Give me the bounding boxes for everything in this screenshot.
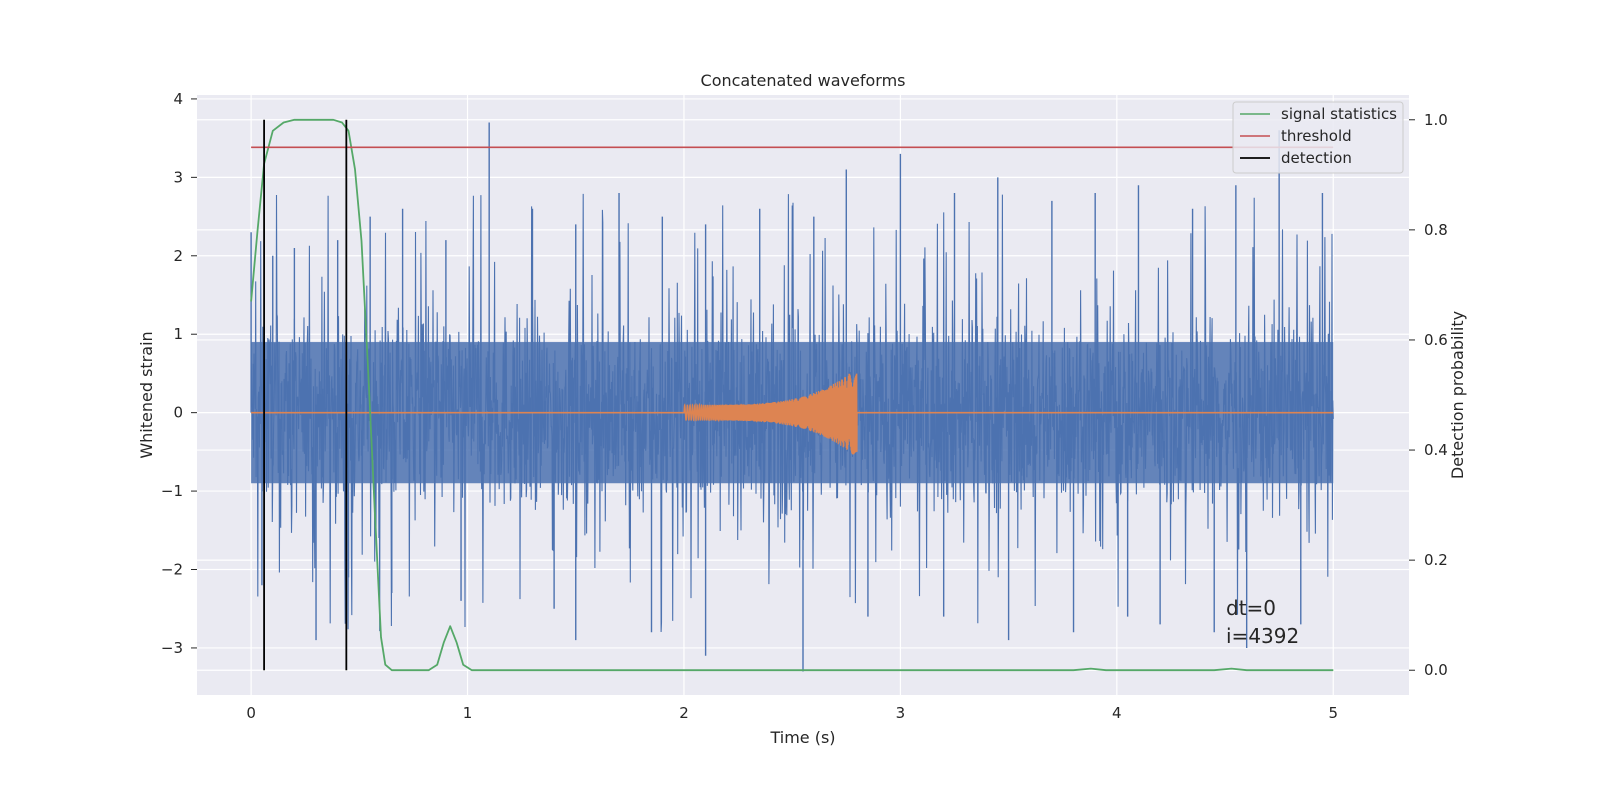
chart-title: Concatenated waveforms (701, 71, 906, 90)
detection-series (263, 119, 348, 671)
annotation-index: i=4392 (1226, 624, 1299, 648)
y-tick-label: −1 (161, 482, 183, 500)
legend-label-threshold: threshold (1281, 127, 1352, 145)
y-axis-label: Whitened strain (137, 331, 156, 458)
annotation-dt: dt=0 (1226, 596, 1276, 620)
y2-tick-label: 0.8 (1424, 221, 1448, 239)
x-tick-label: 3 (896, 704, 906, 722)
x-tick-label: 2 (679, 704, 689, 722)
legend-box (1232, 101, 1404, 174)
y-tick-label: 0 (173, 404, 183, 422)
y2-tick-label: 0.2 (1424, 551, 1448, 569)
y2-tick-label: 0.4 (1424, 441, 1448, 459)
legend-label-signal-statistics: signal statistics (1281, 105, 1397, 123)
y2-tick-label: 0.0 (1424, 661, 1448, 679)
x-tick-label: 5 (1328, 704, 1338, 722)
x-axis-label: Time (s) (769, 728, 835, 747)
y-tick-label: 3 (173, 168, 183, 186)
y-tick-label: −3 (161, 639, 183, 657)
y-tick-label: 2 (173, 247, 183, 265)
y2-axis-label: Detection probability (1448, 311, 1467, 479)
y-tick-label: 1 (173, 325, 183, 343)
y2-tick-label: 0.6 (1424, 331, 1448, 349)
y-tick-label: −2 (161, 561, 183, 579)
signal-statistics-series (250, 118, 1334, 672)
x-tick-label: 0 (246, 704, 256, 722)
legend-label-detection: detection (1281, 149, 1352, 167)
y-tick-label: 4 (173, 90, 183, 108)
signal-statistics-line (250, 118, 1334, 672)
injection-chirp-line (683, 373, 858, 455)
x-tick-label: 4 (1112, 704, 1122, 722)
y2-tick-label: 1.0 (1424, 111, 1448, 129)
injection-series (251, 373, 1334, 455)
x-tick-label: 1 (463, 704, 473, 722)
legend: signal statistics threshold detection (1232, 101, 1404, 174)
tick-labels: 0 1 2 3 4 5 −3 −2 −1 0 1 2 3 4 0.0 0.2 0.4 0.6 0.8 1.0 (161, 90, 1448, 722)
